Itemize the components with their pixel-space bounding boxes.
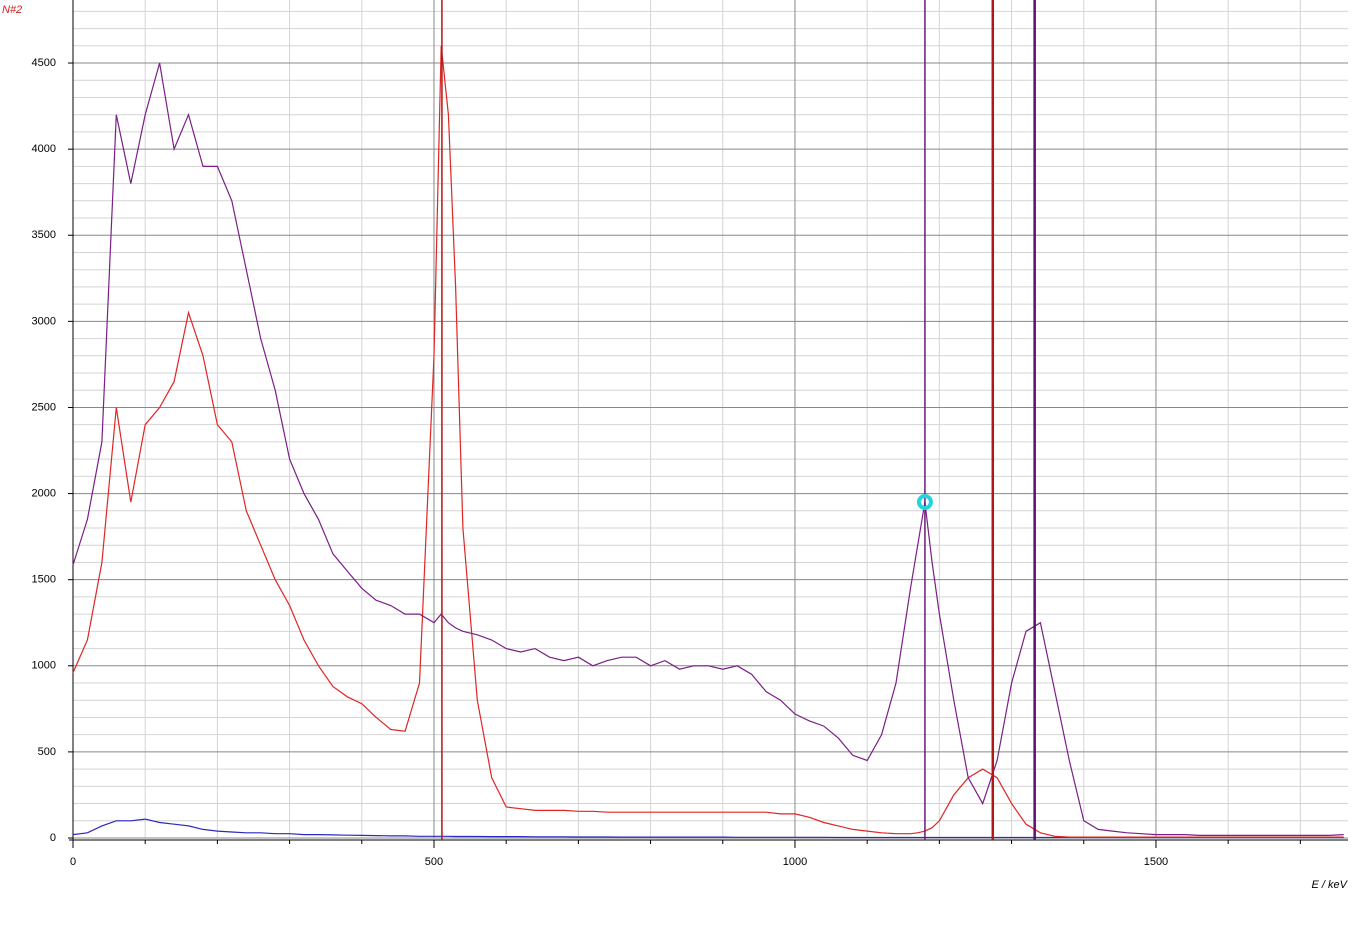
series-line — [72, 62, 1344, 836]
x-tick-label: 0 — [70, 856, 76, 868]
cursor — [916, 494, 933, 511]
y-tick-label: 1500 — [32, 574, 56, 586]
series-line — [72, 45, 1344, 838]
x-axis-label: E / keV — [1312, 879, 1349, 891]
x-tick-label: 500 — [425, 856, 443, 868]
y-tick-label: 3000 — [32, 315, 56, 327]
y-tick-label: 1000 — [32, 660, 56, 672]
y-tick-label: 0 — [50, 832, 56, 844]
y-tick-label: 4000 — [32, 143, 56, 155]
y-axis-label: N#2 — [2, 4, 22, 16]
y-tick-label: 2000 — [32, 487, 56, 499]
y-tick-label: 3500 — [32, 229, 56, 241]
x-tick-label: 1000 — [783, 856, 807, 868]
y-tick-label: 2500 — [32, 401, 56, 413]
y-tick-label: 4500 — [32, 57, 56, 69]
y-tick-label: 500 — [38, 746, 56, 758]
x-tick-label: 1500 — [1144, 856, 1168, 868]
